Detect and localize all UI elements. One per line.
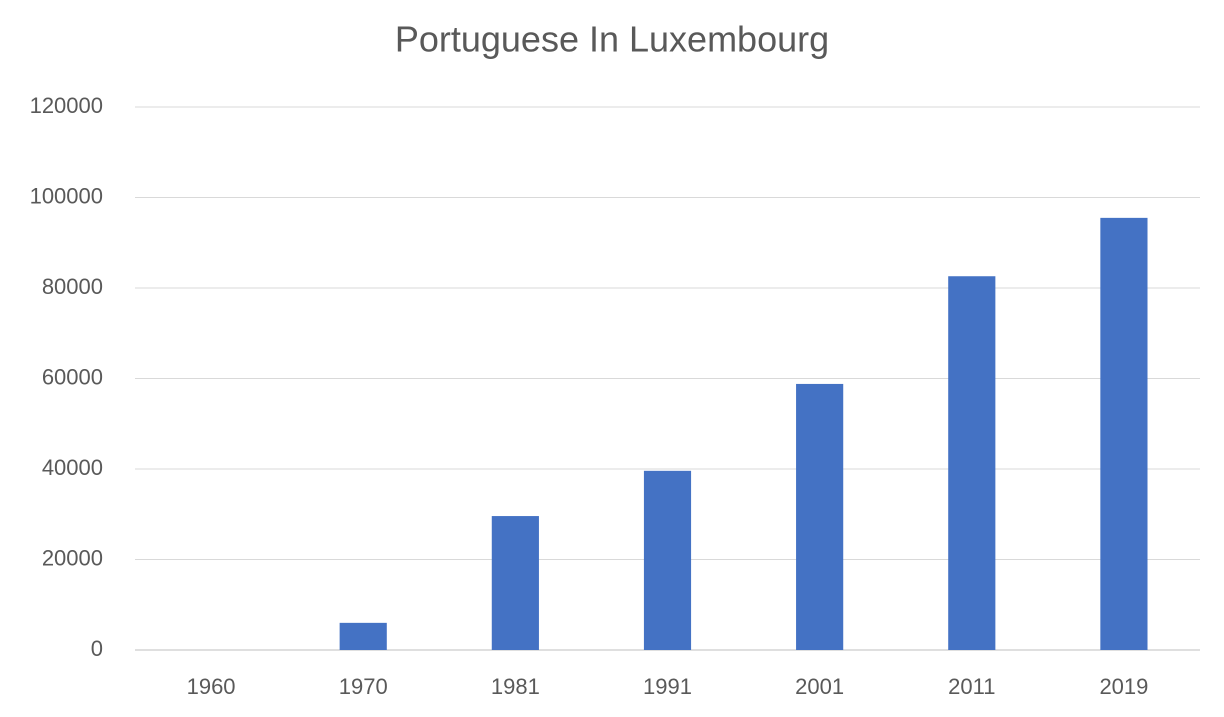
x-tick-label: 1981 [491,674,540,699]
bar [643,470,692,650]
bar [491,516,539,650]
x-tick-label: 1960 [187,674,236,699]
bar [796,383,844,650]
y-tick-label: 120000 [30,93,103,118]
y-tick-label: 60000 [42,364,103,389]
y-tick-label: 100000 [30,183,103,208]
x-tick-label: 2011 [948,674,995,699]
y-tick-label: 20000 [42,545,103,570]
x-tick-label: 1991 [643,674,692,699]
bar [339,622,387,650]
x-tick-label: 1970 [339,674,388,699]
x-tick-label: 2019 [1099,674,1148,699]
y-tick-label: 0 [91,636,103,661]
bar [1100,217,1148,651]
y-tick-label: 40000 [42,455,103,480]
bar [948,276,996,650]
x-tick-label: 2001 [795,674,844,699]
chart-title: Portuguese In Luxembourg [395,19,829,60]
y-tick-label: 80000 [42,274,103,299]
